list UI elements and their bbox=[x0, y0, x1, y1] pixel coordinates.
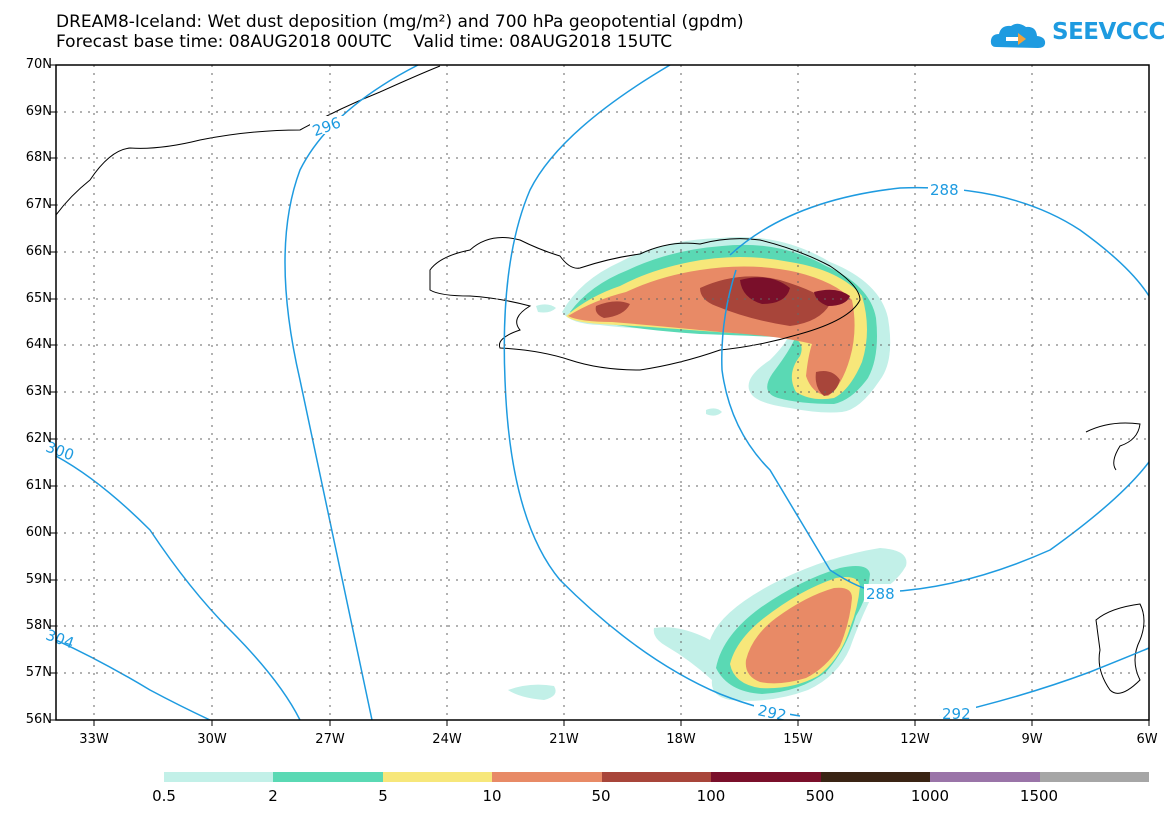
lon-label: 21W bbox=[549, 732, 579, 747]
colorbar-segment bbox=[601, 772, 712, 782]
colorbar-label: 5 bbox=[378, 787, 388, 805]
colorbar-segment bbox=[930, 772, 1040, 782]
lat-label: 58N bbox=[25, 618, 52, 633]
colorbar-label: 2 bbox=[268, 787, 278, 805]
colorbar-label: 0.5 bbox=[152, 787, 176, 805]
contour-label: 288 bbox=[866, 585, 895, 603]
lon-label: 33W bbox=[79, 732, 109, 747]
lat-label: 56N bbox=[25, 712, 52, 727]
lat-label: 68N bbox=[25, 150, 52, 165]
colorbar bbox=[164, 772, 1149, 782]
lon-label: 15W bbox=[783, 732, 813, 747]
lat-label: 64N bbox=[25, 337, 52, 352]
colorbar-segment bbox=[711, 772, 821, 782]
colorbar-segment bbox=[1039, 772, 1149, 782]
colorbar-label: 1500 bbox=[1019, 787, 1059, 805]
lon-label: 27W bbox=[315, 732, 345, 747]
map-subtitle: Forecast base time: 08AUG2018 00UTC Vali… bbox=[56, 32, 673, 52]
lon-label: 9W bbox=[1021, 732, 1043, 747]
graticule bbox=[56, 65, 1149, 720]
contour-label: 292 bbox=[942, 705, 971, 723]
colorbar-label: 100 bbox=[696, 787, 726, 805]
colorbar-segment bbox=[492, 772, 602, 782]
lat-label: 57N bbox=[25, 665, 52, 680]
lon-label: 18W bbox=[666, 732, 696, 747]
colorbar-segment bbox=[820, 772, 931, 782]
axis-ticks bbox=[50, 64, 1150, 726]
colorbar-label: 1000 bbox=[910, 787, 950, 805]
colorbar-segment bbox=[273, 772, 383, 782]
colorbar-label: 50 bbox=[591, 787, 611, 805]
lat-label: 60N bbox=[25, 525, 52, 540]
lat-label: 70N bbox=[25, 57, 52, 72]
lat-label: 59N bbox=[25, 572, 52, 587]
lat-label: 61N bbox=[25, 478, 52, 493]
contour-label: 288 bbox=[930, 181, 959, 199]
lon-label: 6W bbox=[1136, 732, 1158, 747]
colorbar-segment bbox=[164, 772, 274, 782]
contour-label: 292 bbox=[756, 701, 788, 725]
dust-plume-iceland bbox=[536, 237, 891, 416]
colorbar-segment bbox=[382, 772, 493, 782]
lon-label: 24W bbox=[432, 732, 462, 747]
colorbar-label: 10 bbox=[482, 787, 502, 805]
lat-label: 65N bbox=[25, 291, 52, 306]
lon-label: 30W bbox=[197, 732, 227, 747]
coastlines bbox=[56, 65, 1145, 694]
lat-label: 63N bbox=[25, 384, 52, 399]
lon-label: 12W bbox=[900, 732, 930, 747]
map-title: DREAM8-Iceland: Wet dust deposition (mg/… bbox=[56, 12, 744, 32]
dust-plume-south bbox=[508, 548, 907, 701]
lat-label: 62N bbox=[25, 431, 52, 446]
logo-text: SEEVCCC bbox=[1052, 19, 1165, 45]
lat-label: 69N bbox=[25, 104, 52, 119]
cloud-icon bbox=[990, 23, 1046, 48]
lat-label: 67N bbox=[25, 197, 52, 212]
lat-label: 66N bbox=[25, 244, 52, 259]
colorbar-label: 500 bbox=[805, 787, 835, 805]
